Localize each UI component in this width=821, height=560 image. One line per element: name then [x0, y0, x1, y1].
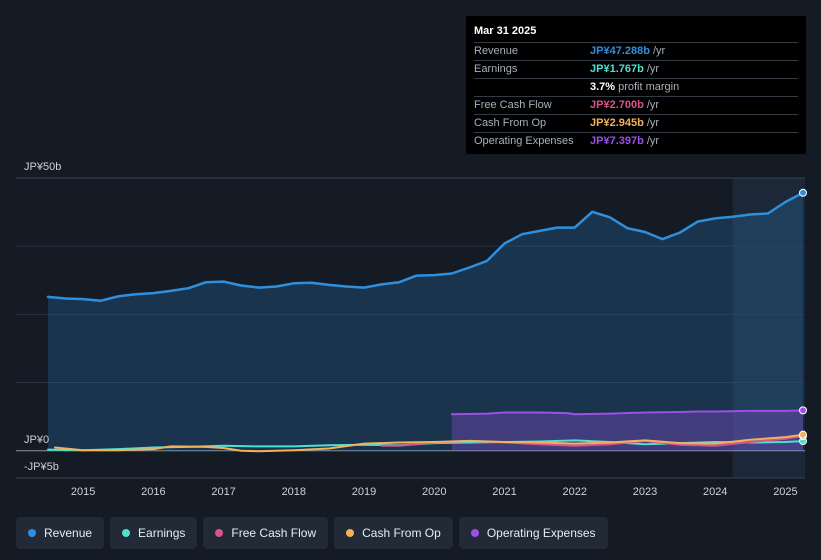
- legend-label: Operating Expenses: [486, 526, 596, 540]
- tooltip-row-cash-from-op: Cash From Op JP¥2.945b /yr: [474, 115, 798, 133]
- y-label-negative: -JP¥5b: [24, 461, 59, 473]
- legend-label: Earnings: [138, 526, 186, 540]
- x-tick-label: 2023: [633, 486, 657, 498]
- x-tick-label: 2015: [71, 486, 95, 498]
- endpoint-operating-expenses: [799, 406, 807, 415]
- y-label-zero: JP¥0: [24, 434, 49, 446]
- highlight-region: [732, 178, 805, 478]
- gridlines: [16, 177, 805, 479]
- x-tick-label: 2025: [773, 486, 797, 498]
- x-tick-label: 2021: [492, 486, 516, 498]
- tooltip-label: Revenue: [474, 45, 519, 57]
- tooltip-row-revenue: Revenue JP¥47.288b /yr: [474, 43, 798, 61]
- legend-item-cash-from-op[interactable]: Cash From Op: [334, 517, 453, 549]
- legend-label: Revenue: [44, 526, 93, 540]
- tooltip-label: Free Cash Flow: [474, 99, 552, 111]
- series-endpoints: [799, 188, 807, 446]
- series-fill-operating-expenses: [451, 410, 803, 451]
- tooltip-value: JP¥2.700b: [590, 99, 644, 111]
- x-axis-ticks: 2015 2016 2017 2018 2019 2020 2021 2022 2023 2024…: [71, 486, 798, 498]
- legend-dot-icon: [215, 529, 224, 537]
- x-tick-label: 2020: [422, 486, 446, 498]
- tooltip-row-profit-margin: 3.7% profit margin: [474, 79, 798, 97]
- tooltip-label: Earnings: [474, 63, 518, 75]
- tooltip-label: Operating Expenses: [474, 135, 574, 147]
- y-label-top: JP¥50b: [24, 161, 61, 173]
- x-tick-label: 2019: [352, 486, 376, 498]
- tooltip-row-earnings: Earnings JP¥1.767b /yr: [474, 61, 798, 79]
- tooltip-unit: /yr: [652, 45, 666, 57]
- tooltip-unit: /yr: [646, 63, 660, 75]
- series-fill-revenue: [48, 192, 803, 451]
- legend-dot-icon: [346, 529, 355, 537]
- tooltip-value: JP¥2.945b: [590, 117, 644, 129]
- legend-dot-icon: [28, 529, 36, 537]
- tooltip-date: Mar 31 2025: [474, 24, 798, 43]
- x-tick-label: 2016: [141, 486, 165, 498]
- x-tick-label: 2017: [211, 486, 235, 498]
- tooltip-unit: /yr: [646, 117, 660, 129]
- x-tick-label: 2022: [563, 486, 587, 498]
- series-line-revenue: [46, 191, 805, 302]
- tooltip-value: JP¥1.767b: [590, 63, 644, 75]
- legend-dot-icon: [470, 529, 479, 537]
- x-tick-label: 2018: [282, 486, 306, 498]
- tooltip-unit: profit margin: [618, 81, 680, 93]
- x-tick-label: 2024: [703, 486, 727, 498]
- series-line-cash-from-op: [54, 433, 804, 453]
- legend-item-operating-expenses[interactable]: Operating Expenses: [458, 517, 608, 549]
- legend-label: Cash From Op: [362, 526, 441, 540]
- tooltip-unit: /yr: [646, 135, 660, 147]
- tooltip-unit: /yr: [646, 99, 660, 111]
- legend-dot-icon: [122, 529, 131, 537]
- tooltip-label: [474, 79, 590, 96]
- legend: Revenue Earnings Free Cash Flow Cash Fro…: [16, 517, 608, 549]
- tooltip-value: JP¥7.397b: [590, 135, 644, 147]
- tooltip-label: Cash From Op: [474, 117, 547, 129]
- legend-label: Free Cash Flow: [231, 526, 317, 540]
- endpoint-cash-from-op: [799, 430, 807, 439]
- endpoint-revenue: [799, 188, 807, 197]
- legend-item-free-cash-flow[interactable]: Free Cash Flow: [203, 517, 329, 549]
- tooltip: Mar 31 2025 Revenue JP¥47.288b /yr Earni…: [466, 16, 806, 154]
- tooltip-value: 3.7%: [590, 81, 616, 93]
- series-line-operating-expenses: [450, 409, 804, 416]
- legend-item-earnings[interactable]: Earnings: [110, 517, 198, 549]
- tooltip-value: JP¥47.288b: [590, 45, 650, 57]
- legend-item-revenue[interactable]: Revenue: [16, 517, 105, 549]
- tooltip-row-operating-expenses: Operating Expenses JP¥7.397b /yr: [474, 133, 798, 150]
- tooltip-row-free-cash-flow: Free Cash Flow JP¥2.700b /yr: [474, 97, 798, 115]
- series-lines: [46, 191, 805, 453]
